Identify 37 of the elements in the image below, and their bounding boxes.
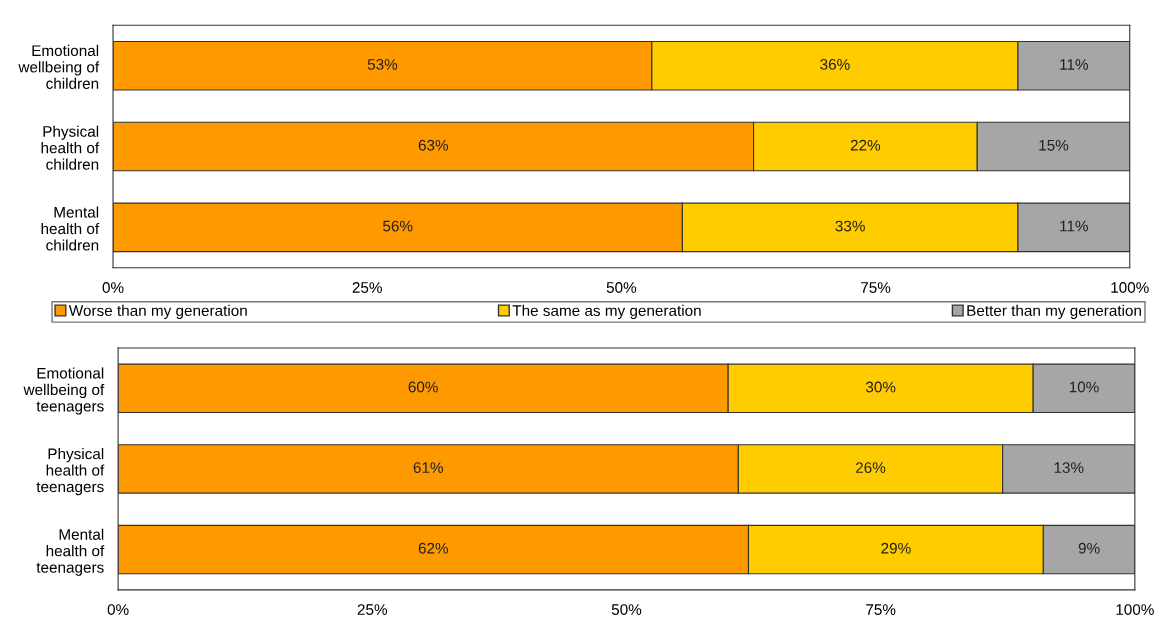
data-label: 53%: [367, 58, 398, 70]
x-tick-label: 25%: [352, 282, 382, 293]
x-tick-label: 75%: [866, 604, 896, 615]
data-label: 10%: [1069, 381, 1099, 393]
data-label: 26%: [855, 462, 886, 474]
x-tick-label: 100%: [1116, 604, 1154, 615]
data-label: 13%: [1054, 462, 1084, 474]
y-tick-label: Emotional wellbeing of children: [18, 44, 100, 89]
data-label: 11%: [1060, 220, 1089, 232]
legend-label: Better than my generation: [967, 304, 1141, 320]
x-tick-label: 25%: [357, 604, 388, 615]
y-tick-label: Physical health of children: [41, 125, 100, 170]
data-label: 22%: [850, 139, 881, 151]
data-label: 9%: [1078, 542, 1100, 554]
x-tick-label: 100%: [1111, 282, 1149, 293]
y-tick-label: Mental health of teenagers: [36, 528, 105, 576]
data-label: 11%: [1060, 59, 1089, 70]
y-tick-label: Mental health of children: [41, 206, 100, 251]
data-label: 29%: [881, 542, 911, 554]
x-tick-label: 50%: [611, 604, 642, 615]
data-label: 15%: [1039, 139, 1069, 151]
x-tick-label: 75%: [861, 282, 891, 293]
x-tick-label: 50%: [606, 282, 637, 293]
data-label: 60%: [408, 381, 438, 393]
data-label: 33%: [835, 220, 865, 232]
x-tick-label: 0%: [107, 604, 129, 615]
x-tick-label: 0%: [102, 282, 124, 293]
data-label: 36%: [820, 58, 850, 70]
y-tick-label: Emotional wellbeing of teenagers: [23, 367, 105, 415]
data-label: 30%: [865, 381, 896, 393]
legend-label: Worse than my generation: [68, 304, 247, 320]
data-label: 63%: [418, 139, 449, 151]
y-tick-label: Physical health of teenagers: [36, 448, 105, 496]
data-label: 56%: [383, 220, 413, 232]
data-label: 61%: [413, 462, 443, 474]
data-label: 62%: [418, 542, 449, 554]
legend-label: The same as my generation: [512, 304, 701, 320]
